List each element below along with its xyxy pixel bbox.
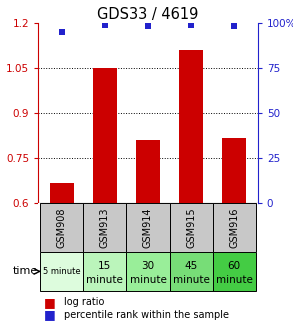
Text: minute: minute: [86, 275, 123, 285]
Text: 45: 45: [184, 261, 198, 270]
Point: [189, 22, 193, 27]
Title: GDS33 / 4619: GDS33 / 4619: [97, 7, 199, 22]
Bar: [50, 183, 74, 203]
Bar: [126, 252, 170, 291]
Text: GSM916: GSM916: [229, 207, 239, 248]
Bar: [213, 252, 256, 291]
Bar: [222, 138, 246, 203]
Text: ■: ■: [44, 308, 56, 321]
Point: [232, 24, 236, 29]
Bar: [179, 50, 203, 203]
Text: 5 minute: 5 minute: [43, 267, 81, 276]
Bar: [83, 203, 126, 252]
Text: 60: 60: [228, 261, 241, 270]
Bar: [93, 68, 117, 203]
Bar: [83, 252, 126, 291]
Text: minute: minute: [173, 275, 209, 285]
Text: time: time: [12, 267, 38, 276]
Text: GSM914: GSM914: [143, 207, 153, 248]
Bar: [40, 203, 83, 252]
Text: percentile rank within the sample: percentile rank within the sample: [64, 310, 229, 319]
Text: 15: 15: [98, 261, 112, 270]
Bar: [170, 252, 213, 291]
Bar: [170, 203, 213, 252]
Bar: [213, 203, 256, 252]
Text: 30: 30: [142, 261, 154, 270]
Point: [103, 22, 107, 27]
Text: ■: ■: [44, 296, 56, 309]
Point: [59, 29, 64, 34]
Text: GSM913: GSM913: [100, 207, 110, 248]
Point: [146, 24, 150, 29]
Bar: [126, 203, 170, 252]
Text: GSM908: GSM908: [57, 207, 67, 248]
Text: minute: minute: [216, 275, 253, 285]
Bar: [40, 252, 83, 291]
Bar: [136, 140, 160, 203]
Text: log ratio: log ratio: [64, 298, 105, 307]
Text: minute: minute: [130, 275, 166, 285]
Text: GSM915: GSM915: [186, 207, 196, 248]
